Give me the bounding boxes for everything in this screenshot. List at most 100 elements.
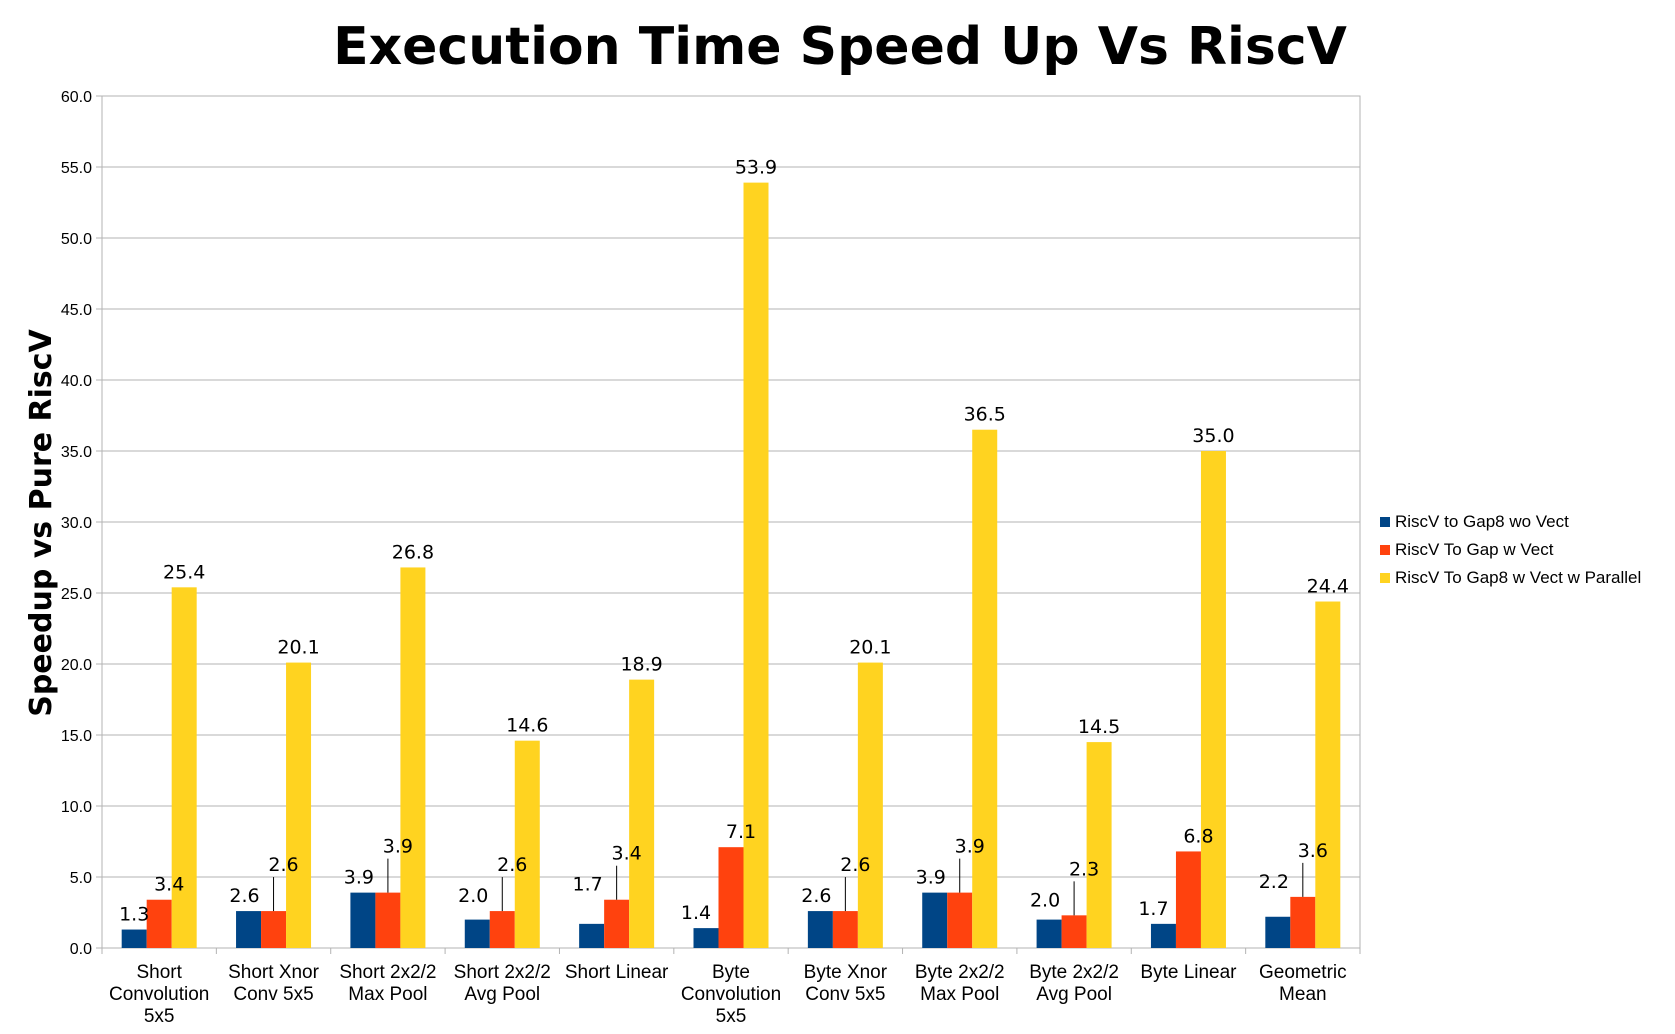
- data-label: 36.5: [964, 404, 1006, 426]
- x-tick-label: Short 2x2/2 Max Pool: [339, 962, 436, 1005]
- bar: [261, 911, 287, 948]
- bar: [922, 892, 948, 948]
- data-label: 14.6: [506, 715, 548, 737]
- data-label: 1.7: [1138, 898, 1168, 920]
- x-tick-label: Byte Linear: [1140, 962, 1237, 983]
- x-tick-label: Short Convolution 5x5: [109, 962, 209, 1027]
- bar: [1265, 916, 1291, 948]
- data-label: 2.6: [229, 885, 259, 907]
- data-label: 2.6: [268, 854, 298, 876]
- bar: [718, 847, 744, 948]
- data-label: 3.9: [383, 836, 413, 858]
- bar: [286, 662, 312, 948]
- x-tick-label: Byte 2x2/2 Max Pool: [915, 962, 1005, 1005]
- y-tick-label: 0.0: [70, 941, 92, 958]
- legend-entry: RiscV To Gap w Vect: [1395, 540, 1554, 559]
- bar: [171, 587, 197, 948]
- bar: [1315, 601, 1341, 948]
- plot-area: 0.0 5.0 10.0 15.0 20.0 25.0 30.0 35.0 40.0 45.0 50…: [61, 89, 1361, 1027]
- y-tick-label: 55.0: [61, 160, 92, 177]
- data-label: 3.9: [916, 867, 946, 889]
- data-label: 20.1: [277, 637, 319, 659]
- data-label: 3.6: [1298, 840, 1328, 862]
- bar: [947, 892, 973, 948]
- y-tick-label: 40.0: [61, 373, 92, 390]
- x-tick-label: Short Linear: [565, 962, 669, 983]
- legend-entry: RiscV to Gap8 wo Vect: [1395, 512, 1569, 531]
- bar: [1086, 742, 1112, 948]
- y-tick-label: 60.0: [61, 89, 92, 106]
- y-tick-label: 50.0: [61, 231, 92, 248]
- legend: RiscV to Gap8 wo Vect RiscV To Gap w Vect…: [1380, 512, 1641, 587]
- data-label: 3.9: [955, 836, 985, 858]
- legend-swatch: [1380, 517, 1390, 527]
- x-tick-label: Byte Convolution 5x5: [681, 962, 781, 1027]
- bar: [375, 892, 401, 948]
- bar: [1061, 915, 1087, 948]
- chart-title: Execution Time Speed Up Vs RiscV: [333, 17, 1347, 77]
- bar: [693, 928, 719, 948]
- y-tick-label: 30.0: [61, 515, 92, 532]
- bar: [514, 740, 540, 948]
- x-tick-label: Byte 2x2/2 Avg Pool: [1029, 962, 1119, 1005]
- data-label: 2.6: [801, 885, 831, 907]
- bar: [743, 182, 769, 948]
- data-label: 1.3: [119, 904, 149, 926]
- y-tick-label: 10.0: [61, 799, 92, 816]
- bar: [350, 892, 376, 948]
- data-label: 14.5: [1078, 716, 1120, 738]
- bar: [857, 662, 883, 948]
- bar: [489, 911, 515, 948]
- bar: [400, 567, 426, 948]
- bar: [807, 911, 833, 948]
- y-tick-label: 15.0: [61, 728, 92, 745]
- bar: [1150, 923, 1176, 948]
- data-label: 25.4: [163, 561, 205, 583]
- data-label: 2.0: [458, 885, 488, 907]
- data-label: 2.2: [1259, 871, 1289, 893]
- y-axis-label: Speedup vs Pure RiscV: [24, 328, 59, 716]
- bar: [236, 911, 262, 948]
- bar: [972, 429, 998, 948]
- x-tick-label: Geometric Mean: [1259, 962, 1347, 1005]
- data-label: 2.3: [1069, 858, 1099, 880]
- data-label: 7.1: [726, 821, 756, 843]
- data-label: 3.4: [612, 843, 642, 865]
- bar: [604, 899, 630, 948]
- data-label: 2.0: [1030, 889, 1060, 911]
- bar: [121, 929, 147, 948]
- data-label: 20.1: [849, 637, 891, 659]
- data-label: 1.7: [573, 874, 603, 896]
- data-label: 24.4: [1307, 576, 1349, 598]
- bar: [1036, 919, 1062, 948]
- data-label: 35.0: [1192, 425, 1234, 447]
- x-tick-label: Byte Xnor Conv 5x5: [804, 962, 888, 1005]
- data-label: 2.6: [840, 854, 870, 876]
- y-tick-label: 5.0: [70, 870, 92, 887]
- x-tick-label: Short Xnor Conv 5x5: [228, 962, 319, 1005]
- legend-swatch: [1380, 573, 1390, 583]
- data-label: 3.9: [344, 867, 374, 889]
- bar: [1175, 851, 1201, 948]
- x-tick-label: Short 2x2/2 Avg Pool: [454, 962, 551, 1005]
- legend-swatch: [1380, 545, 1390, 555]
- data-label: 26.8: [392, 541, 434, 563]
- data-label: 6.8: [1183, 825, 1213, 847]
- bar: [1290, 896, 1316, 948]
- y-tick-label: 25.0: [61, 586, 92, 603]
- y-tick-label: 20.0: [61, 657, 92, 674]
- bar: [832, 911, 858, 948]
- bar: [629, 679, 655, 948]
- bar: [579, 923, 605, 948]
- data-label: 1.4: [681, 902, 711, 924]
- y-tick-label: 45.0: [61, 302, 92, 319]
- bar: [1200, 451, 1226, 948]
- y-tick-label: 35.0: [61, 444, 92, 461]
- data-label: 53.9: [735, 157, 777, 179]
- data-label: 3.4: [154, 874, 184, 896]
- bar: [146, 899, 172, 948]
- legend-entry: RiscV To Gap8 w Vect w Parallel: [1395, 568, 1641, 587]
- data-label: 18.9: [620, 654, 662, 676]
- data-label: 2.6: [497, 854, 527, 876]
